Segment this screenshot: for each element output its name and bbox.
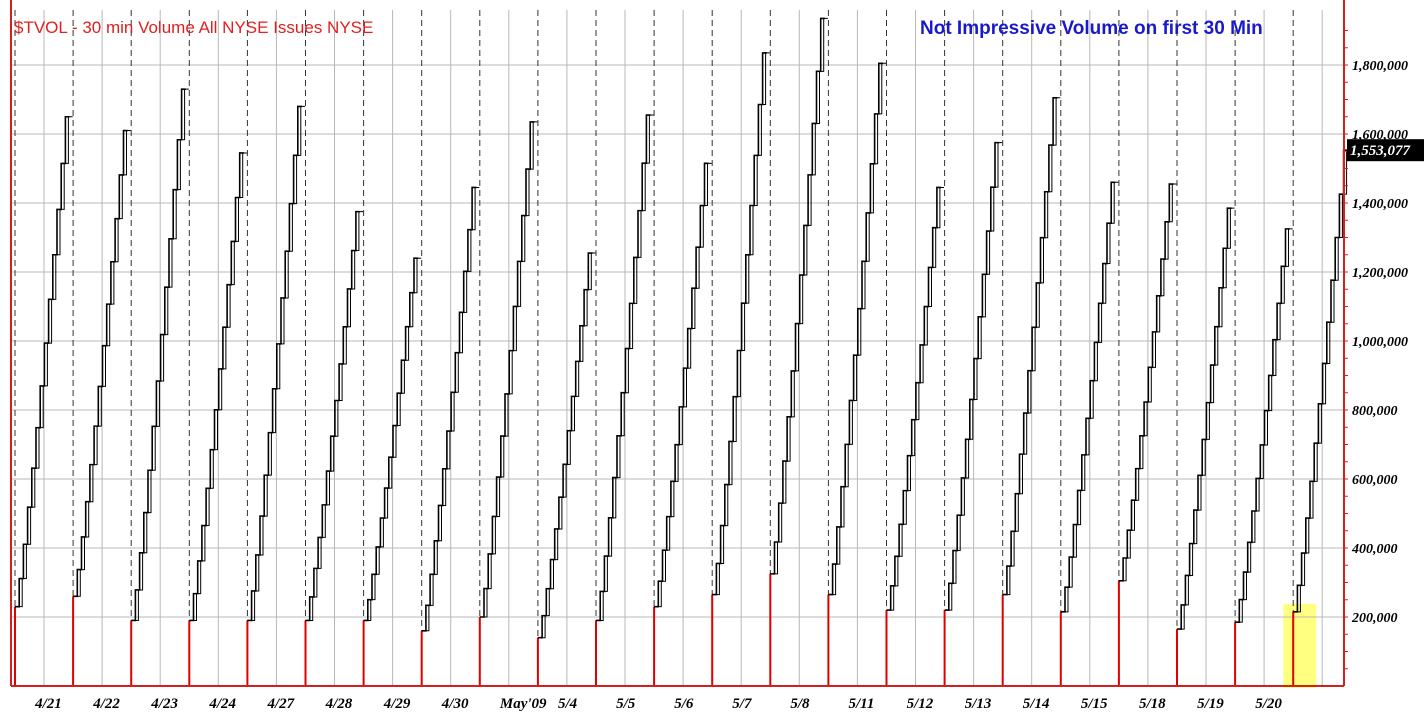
cumulative-volume-line-shadow (18, 116, 73, 608)
cumulative-volume-line-shadow (1063, 181, 1119, 613)
last-value-tag-background (1347, 139, 1424, 162)
cumulative-volume-line (770, 17, 825, 575)
cumulative-volume-line (15, 115, 70, 608)
x-tick-label: 5/19 (1197, 696, 1224, 712)
x-tick-label: 4/21 (34, 696, 62, 712)
highlight-layer (1283, 603, 1317, 688)
x-tick-label: 4/27 (267, 696, 295, 712)
volume-bars (14, 17, 1351, 686)
cumulative-volume-line (654, 162, 709, 608)
cumulative-volume-line (363, 257, 419, 622)
gridlines (11, 10, 1344, 686)
x-tick-label: 5/6 (674, 696, 694, 712)
cumulative-volume-line-shadow (1005, 97, 1061, 596)
cumulative-volume-line (1118, 183, 1174, 582)
cumulative-volume-line-shadow (250, 105, 305, 621)
cumulative-volume-line-shadow (134, 88, 189, 621)
cumulative-volume-line (1293, 149, 1348, 613)
cumulative-volume-line (189, 152, 244, 622)
x-tick-label: 5/14 (1023, 696, 1050, 712)
cumulative-volume-line (1002, 96, 1058, 596)
x-tick-label: 4/24 (208, 696, 236, 712)
x-tick-label: May'09 (499, 696, 547, 712)
cumulative-volume-line (421, 186, 477, 632)
cumulative-volume-line (1060, 181, 1116, 613)
cumulative-volume-line-shadow (76, 130, 131, 597)
cumulative-volume-line (73, 129, 128, 598)
x-tick-label: 4/23 (150, 696, 178, 712)
y-tick-label: 1,800,000 (1352, 59, 1408, 74)
axes (10, 0, 1348, 687)
y-tick-label: 600,000 (1352, 473, 1398, 488)
cumulative-volume-line (537, 252, 593, 639)
chart-annotation: Not Impressive Volume on first 30 Min (920, 18, 1263, 39)
x-tick-label: 5/5 (616, 696, 636, 712)
cumulative-volume-line (247, 105, 302, 622)
x-axis-labels: 4/21 4/22 4/23 4/24 4/27 4/28 4/29 4/30 May'09 5/… (34, 696, 1282, 712)
y-tick-label: 1,000,000 (1352, 335, 1408, 350)
x-tick-label: 4/30 (441, 696, 469, 712)
x-tick-label: 5/18 (1139, 696, 1166, 712)
x-tick-label: 4/28 (325, 696, 353, 712)
last-value-tag: 1,553,077 (1347, 139, 1424, 162)
x-tick-label: 4/29 (383, 696, 411, 712)
x-tick-label: 4/22 (92, 696, 120, 712)
cumulative-volume-line-shadow (308, 211, 364, 621)
y-tick-label: 1,200,000 (1352, 266, 1408, 281)
last-value-label: 1,553,077 (1350, 143, 1411, 159)
cumulative-volume-line-shadow (482, 121, 538, 618)
highlight-box (1283, 603, 1317, 688)
cumulative-volume-line-shadow (1296, 149, 1351, 613)
cumulative-volume-line-shadow (540, 252, 596, 639)
cumulative-volume-line-shadow (1238, 228, 1293, 623)
cumulative-volume-line-shadow (1180, 207, 1235, 630)
session-dividers (14, 10, 1294, 686)
x-tick-label: 5/11 (849, 696, 875, 712)
cumulative-volume-line (944, 141, 1000, 611)
cumulative-volume-line (1177, 207, 1232, 630)
cumulative-volume-line-shadow (366, 257, 422, 621)
cumulative-volume-line-shadow (657, 162, 712, 608)
cumulative-volume-line (886, 186, 942, 611)
cumulative-volume-line-shadow (831, 62, 886, 596)
cumulative-volume-line-shadow (192, 152, 247, 621)
cumulative-volume-line-shadow (599, 114, 654, 621)
cumulative-volume-line (828, 62, 883, 596)
x-tick-label: 5/8 (790, 696, 810, 712)
x-tick-label: 5/20 (1255, 696, 1282, 712)
cumulative-volume-line-shadow (947, 142, 1003, 611)
cumulative-volume-line (479, 121, 535, 618)
cumulative-volume-line-shadow (773, 17, 828, 575)
chart-title: $TVOL - 30 min Volume All NYSE Issues NY… (14, 18, 373, 37)
cumulative-volume-line (596, 114, 651, 622)
cumulative-volume-line (1235, 228, 1290, 623)
cumulative-volume-line-shadow (715, 52, 770, 596)
y-tick-label: 200,000 (1351, 611, 1398, 626)
cumulative-volume-line-shadow (424, 186, 480, 632)
x-tick-label: 5/15 (1081, 696, 1108, 712)
x-tick-label: 5/7 (732, 696, 752, 712)
cumulative-volume-line-shadow (1121, 183, 1177, 582)
x-tick-label: 5/4 (558, 696, 578, 712)
cumulative-volume-line (131, 88, 186, 622)
x-tick-label: 5/13 (965, 696, 992, 712)
x-tick-label: 5/12 (907, 696, 934, 712)
y-tick-label: 800,000 (1352, 404, 1398, 419)
cumulative-volume-line (305, 210, 361, 622)
cumulative-volume-line-shadow (889, 186, 945, 611)
y-tick-label: 400,000 (1351, 542, 1398, 557)
y-tick-label: 1,400,000 (1352, 197, 1408, 212)
y-axis-labels: 200,000 400,000 600,000 800,000 1,000,000 1,2… (1351, 59, 1408, 626)
